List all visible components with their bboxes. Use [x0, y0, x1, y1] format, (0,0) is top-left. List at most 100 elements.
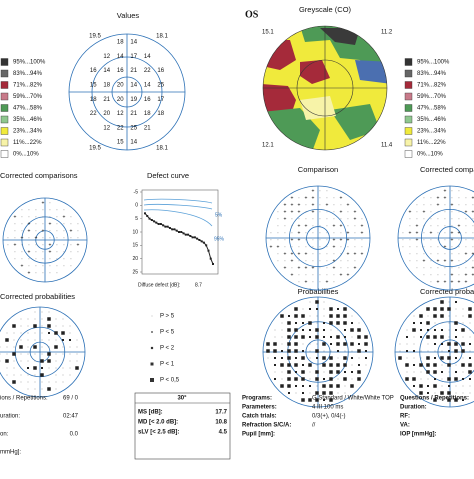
- symbol: [358, 364, 360, 366]
- symbol: [63, 326, 64, 327]
- symbol: ·: [291, 265, 293, 271]
- field-value: 18: [117, 40, 124, 46]
- symbol: [282, 323, 283, 324]
- symbol: [449, 316, 450, 317]
- defect-point: [158, 223, 160, 225]
- symbol: ·: [21, 249, 23, 255]
- symbol: +: [340, 209, 343, 215]
- symbol: [434, 357, 436, 359]
- symbol: [470, 393, 471, 394]
- symbol: ·: [63, 207, 65, 213]
- symbol: [295, 385, 297, 387]
- symbol: +: [298, 223, 301, 229]
- symbol: ·: [458, 244, 460, 250]
- symbol: [329, 321, 333, 325]
- symbol: [21, 326, 22, 327]
- symbol: ·: [416, 202, 418, 208]
- symbol: ·: [298, 258, 300, 264]
- symbol: ·: [340, 265, 342, 271]
- symbol: [470, 323, 471, 324]
- symbol: ·: [35, 228, 37, 234]
- symbol: +: [354, 251, 357, 257]
- symbol: [42, 382, 43, 383]
- symbol: +: [28, 221, 31, 227]
- symbol: [49, 382, 50, 383]
- symbol: [440, 314, 444, 318]
- symbol: [275, 337, 276, 338]
- symbol: ·: [416, 265, 418, 271]
- symbol: ·: [312, 272, 314, 278]
- symbol: ·: [430, 223, 432, 229]
- symbol: [35, 319, 36, 320]
- symbol: +: [444, 258, 447, 264]
- corner-value: 18.1: [156, 146, 168, 152]
- symbol: [357, 349, 361, 353]
- symbol: ·: [312, 251, 314, 257]
- symbol: [21, 361, 22, 362]
- symbol: +: [465, 251, 468, 257]
- symbol: [435, 393, 436, 394]
- symbol: ·: [56, 221, 58, 227]
- symbol: ·: [319, 202, 321, 208]
- symbol: [442, 365, 443, 366]
- symbol: +: [326, 279, 329, 285]
- symbol: [287, 356, 291, 360]
- symbol: ·: [437, 209, 439, 215]
- symbol: [40, 359, 44, 363]
- field-value: 19: [130, 97, 137, 103]
- symbol: +: [347, 237, 350, 243]
- footer-value: 8.7: [195, 282, 202, 288]
- panel-title: Values: [117, 11, 140, 20]
- symbol: ·: [361, 216, 363, 222]
- symbol: ·: [21, 221, 23, 227]
- symbol: +: [340, 223, 343, 229]
- symbol: [343, 377, 347, 381]
- legend-label: 23%...34%: [13, 129, 43, 135]
- field-value: 18: [90, 97, 97, 103]
- panel-title: Corrected compar: [420, 165, 474, 174]
- symbol: ·: [35, 214, 37, 220]
- index-label: sLV [< 2.5 dB]:: [138, 430, 179, 436]
- symbol: [322, 384, 326, 388]
- symbol: ·: [340, 258, 342, 264]
- symbol: [75, 366, 79, 370]
- symbol: +: [291, 195, 294, 201]
- defect-line: [145, 213, 213, 264]
- symbol: ·: [56, 207, 58, 213]
- symbol: ·: [465, 244, 467, 250]
- symbol: +: [354, 216, 357, 222]
- symbol: ·: [42, 207, 44, 213]
- symbol: +: [361, 223, 364, 229]
- symbol: ·: [340, 244, 342, 250]
- symbol: [351, 322, 353, 324]
- symbol: [323, 322, 325, 324]
- field-plot: [395, 297, 474, 407]
- symbol: [343, 321, 347, 325]
- symbol: [12, 324, 16, 328]
- symbol: ·: [458, 258, 460, 264]
- symbol: +: [277, 244, 280, 250]
- legend-swatch: [1, 105, 8, 112]
- symbol: [345, 351, 346, 352]
- symbol: ·: [437, 223, 439, 229]
- legend-label: 47%...58%: [417, 106, 447, 112]
- symbol: [331, 351, 332, 352]
- symbol: [41, 367, 43, 369]
- symbol: ·: [305, 272, 307, 278]
- symbol: [287, 349, 291, 353]
- defect-point: [153, 220, 155, 222]
- symbol: [413, 364, 415, 366]
- symbol: [455, 357, 457, 359]
- corner-value: 19.5: [89, 146, 101, 152]
- symbol: ·: [326, 223, 328, 229]
- symbol: ·: [284, 223, 286, 229]
- symbol: [70, 354, 71, 355]
- symbol: ·: [21, 214, 23, 220]
- defect-point: [183, 232, 185, 234]
- symbol: ·: [423, 272, 425, 278]
- symbol: ·: [458, 202, 460, 208]
- panel-title: Comparison: [298, 165, 338, 174]
- symbol: [454, 342, 458, 346]
- symbol: [295, 357, 297, 359]
- symbol: [33, 366, 37, 370]
